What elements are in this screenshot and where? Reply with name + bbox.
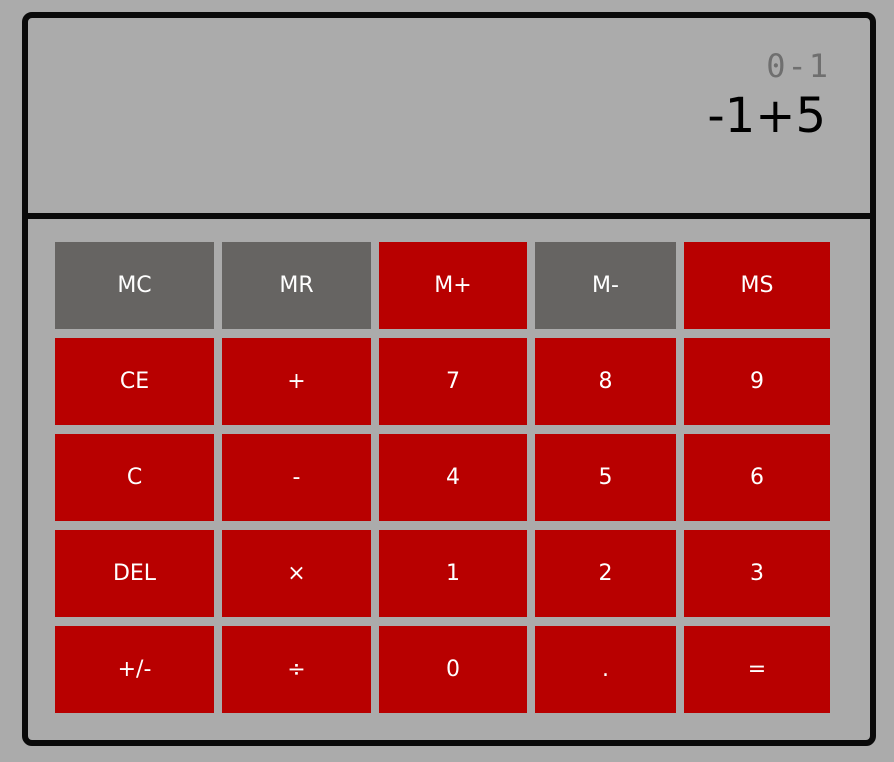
digit-1-button[interactable]: 1 — [379, 530, 527, 617]
digit-3-button[interactable]: 3 — [684, 530, 830, 617]
history-expression: 0-1 — [766, 47, 830, 85]
equals-button[interactable]: = — [684, 626, 830, 713]
clear-button[interactable]: C — [55, 434, 214, 521]
memory-store-button[interactable]: MS — [684, 242, 830, 329]
digit-6-button[interactable]: 6 — [684, 434, 830, 521]
memory-subtract-button[interactable]: M- — [535, 242, 676, 329]
negate-button[interactable]: +/- — [55, 626, 214, 713]
subtract-button[interactable]: - — [222, 434, 371, 521]
clear-entry-button[interactable]: CE — [55, 338, 214, 425]
calculator: 0-1 -1+5 MC MR M+ M- MS CE + 7 8 9 C - 4… — [22, 12, 876, 746]
current-expression: -1+5 — [707, 88, 826, 144]
digit-4-button[interactable]: 4 — [379, 434, 527, 521]
memory-add-button[interactable]: M+ — [379, 242, 527, 329]
add-button[interactable]: + — [222, 338, 371, 425]
digit-5-button[interactable]: 5 — [535, 434, 676, 521]
digit-7-button[interactable]: 7 — [379, 338, 527, 425]
decimal-button[interactable]: . — [535, 626, 676, 713]
memory-clear-button[interactable]: MC — [55, 242, 214, 329]
delete-button[interactable]: DEL — [55, 530, 214, 617]
digit-8-button[interactable]: 8 — [535, 338, 676, 425]
digit-0-button[interactable]: 0 — [379, 626, 527, 713]
multiply-button[interactable]: × — [222, 530, 371, 617]
display-panel: 0-1 -1+5 — [28, 18, 870, 219]
digit-2-button[interactable]: 2 — [535, 530, 676, 617]
memory-recall-button[interactable]: MR — [222, 242, 371, 329]
keypad: MC MR M+ M- MS CE + 7 8 9 C - 4 5 6 DEL … — [55, 242, 831, 714]
digit-9-button[interactable]: 9 — [684, 338, 830, 425]
divide-button[interactable]: ÷ — [222, 626, 371, 713]
